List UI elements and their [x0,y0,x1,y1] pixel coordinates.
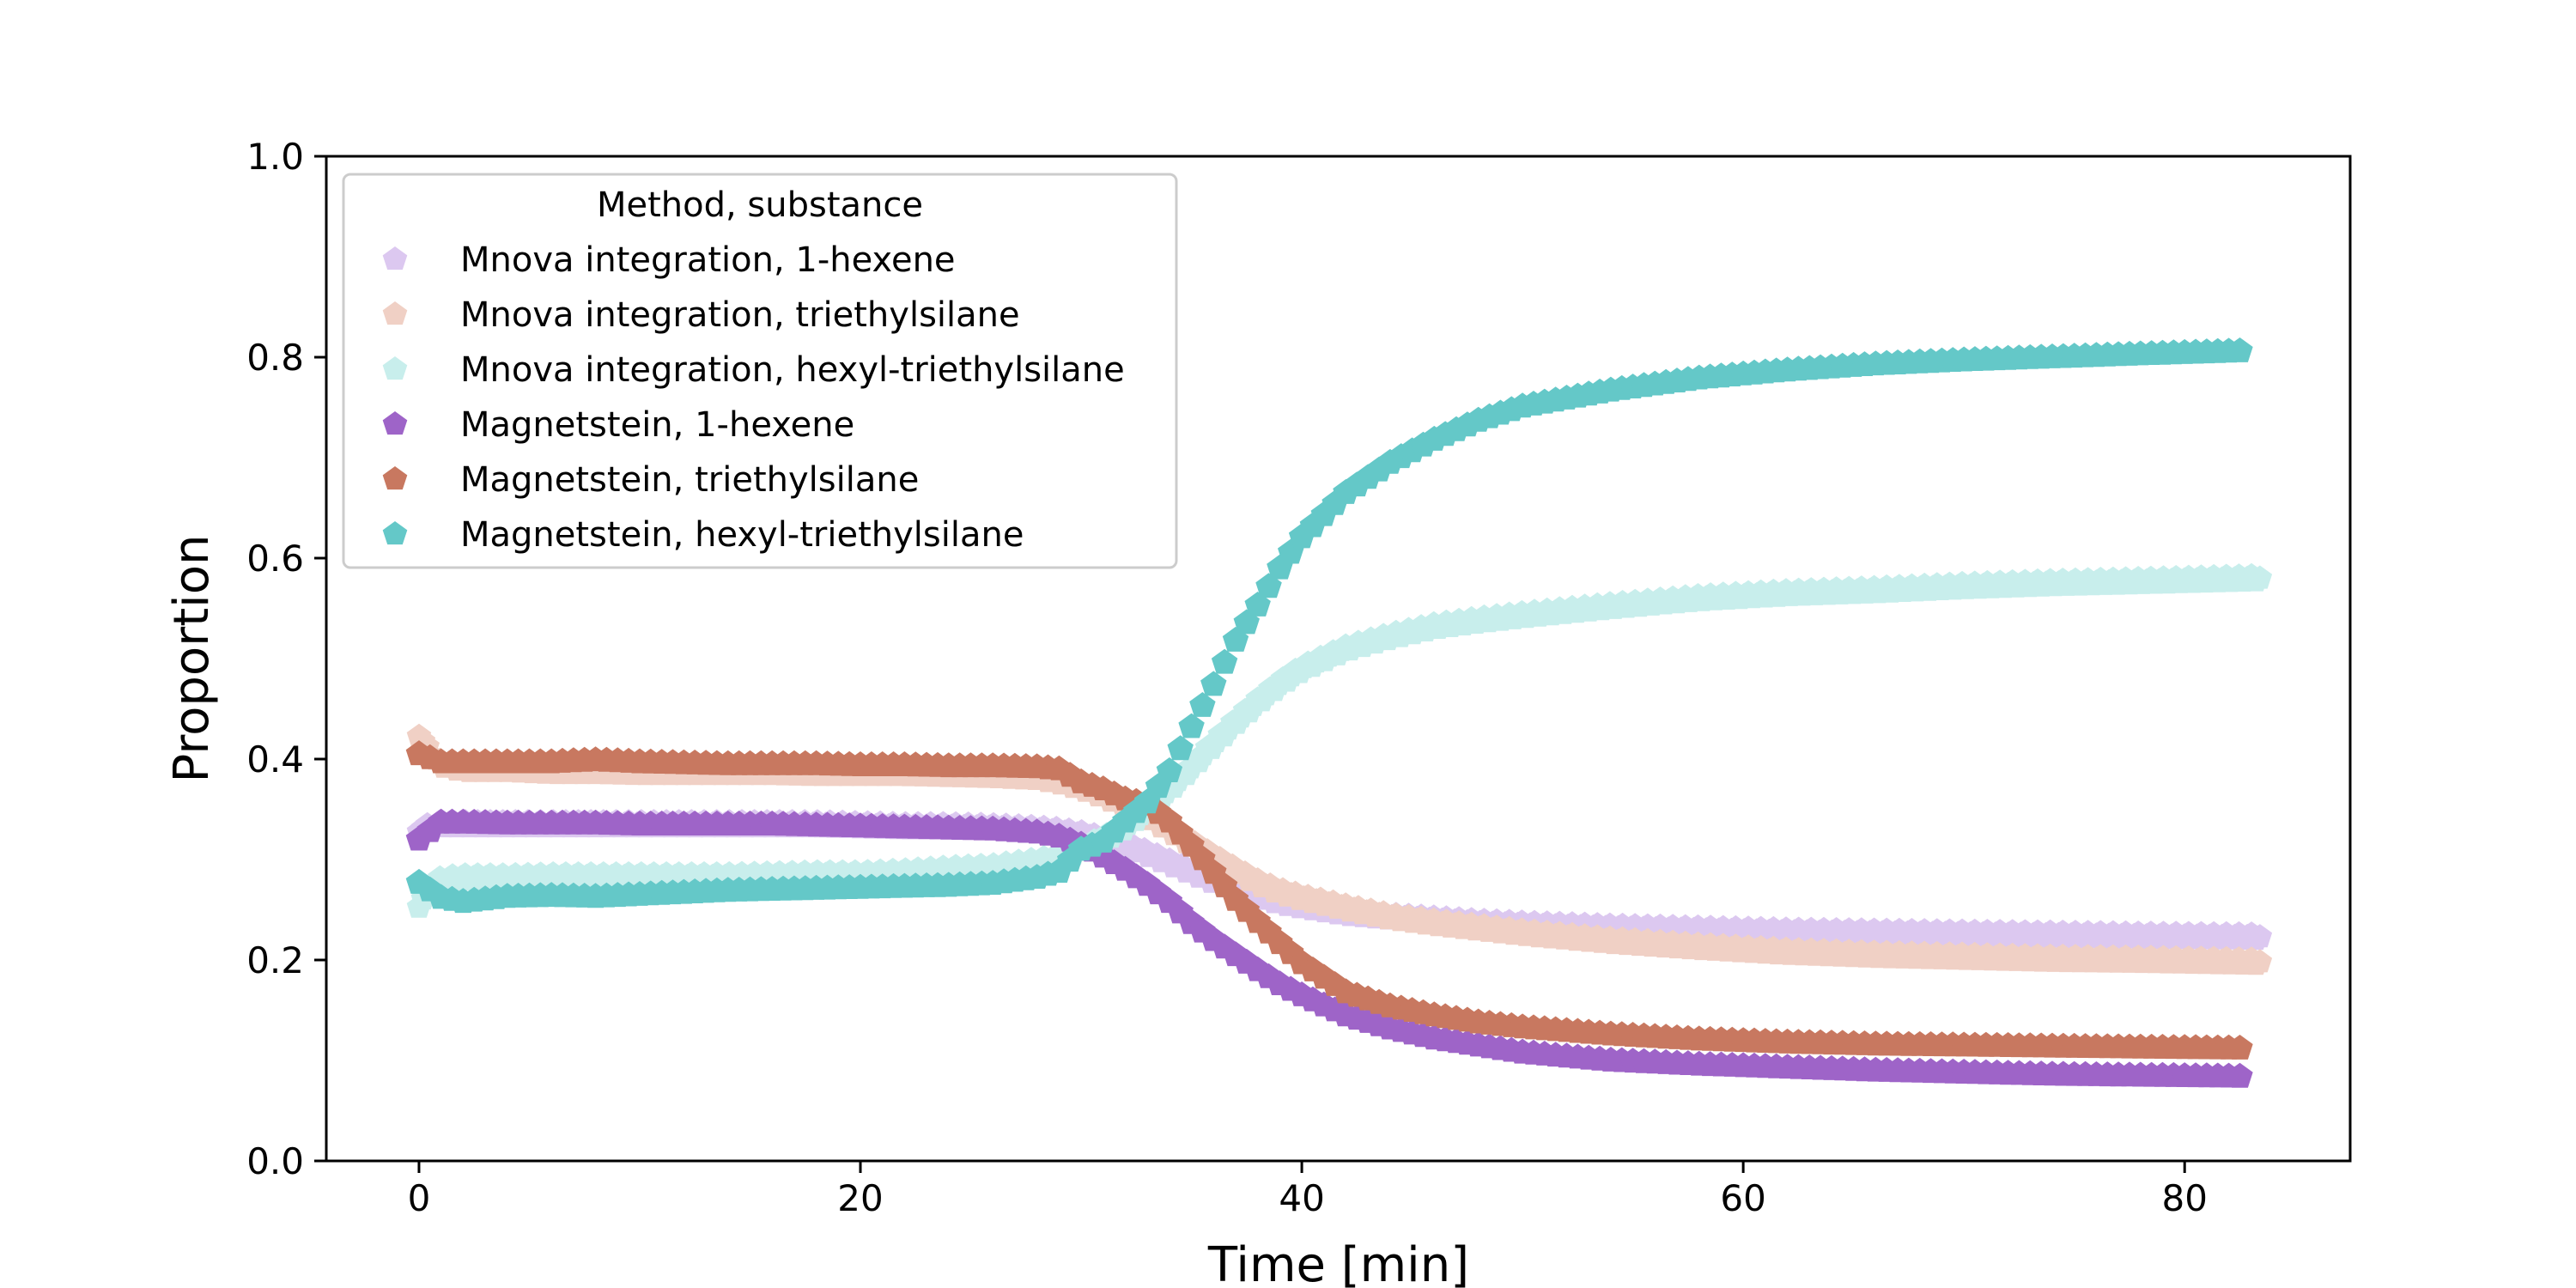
legend-entry: Magnetstein, triethylsilane [382,460,919,500]
series-1-point [2247,924,2273,948]
series-6-point [2227,337,2253,362]
series-6-point [1211,648,1238,674]
series-2 [406,723,2273,975]
series-5 [405,740,2253,1060]
legend-box [342,173,1178,569]
y-axis-label: Proportion [164,535,220,783]
series-6-point [1167,735,1194,761]
y-tick-label: 0.2 [246,939,304,981]
legend-marker [382,411,408,435]
series-6-point [1178,713,1205,738]
series-4-point [2227,1062,2253,1088]
y-tick-label: 0.6 [246,538,304,580]
legend-marker [382,246,408,270]
series-6 [405,337,2253,914]
legend-title: Method, substance [597,185,923,225]
legend-entry: Magnetstein, hexyl-triethylsilane [382,515,1024,555]
series-6-point [1200,671,1227,696]
y-axis: 0.0 0.2 0.4 0.6 0.8 1.0 [246,136,326,1182]
legend-label: Mnova integration, 1-hexene [460,240,956,280]
legend-entries: Mnova integration, 1-hexene Mnova integra… [382,240,1125,555]
legend-label: Magnetstein, 1-hexene [460,405,854,445]
legend: Method, substance Mnova integration, 1-h… [342,173,1178,569]
legend-marker [382,466,408,490]
x-tick-label: 60 [1720,1177,1765,1219]
plot-points [405,337,2273,1088]
legend-label: Mnova integration, hexyl-triethylsilane [460,350,1125,390]
plot-frame [325,155,2352,1163]
legend-label: Magnetstein, triethylsilane [460,460,919,500]
legend-label: Mnova integration, triethylsilane [460,295,1020,335]
legend-label: Magnetstein, hexyl-triethylsilane [460,515,1024,555]
series-2-point [2247,949,2273,973]
y-tick-label: 1.0 [246,136,304,178]
y-tick-label: 0.4 [246,738,304,781]
legend-entry: Mnova integration, hexyl-triethylsilane [382,350,1125,390]
x-tick-label: 0 [408,1177,431,1219]
series-6-point [1156,757,1183,782]
series-5-point [2227,1035,2253,1060]
legend-marker [382,356,408,380]
legend-marker [382,301,408,325]
legend-entry: Magnetstein, 1-hexene [382,405,854,445]
x-tick-label: 80 [2161,1177,2207,1219]
series-4 [405,808,2253,1088]
legend-entry: Mnova integration, triethylsilane [382,295,1020,335]
legend-entry: Mnova integration, 1-hexene [382,240,956,280]
x-tick-label: 20 [837,1177,883,1219]
y-tick-label: 0.0 [246,1140,304,1182]
y-tick-label: 0.8 [246,337,304,379]
x-axis-label: Time [min] [1207,1237,1469,1288]
series-3-point [2247,565,2273,589]
x-axis: 0 20 40 60 80 [408,1161,2208,1219]
x-tick-label: 40 [1279,1177,1324,1219]
series-6-point [1189,692,1216,717]
legend-marker [382,521,408,545]
